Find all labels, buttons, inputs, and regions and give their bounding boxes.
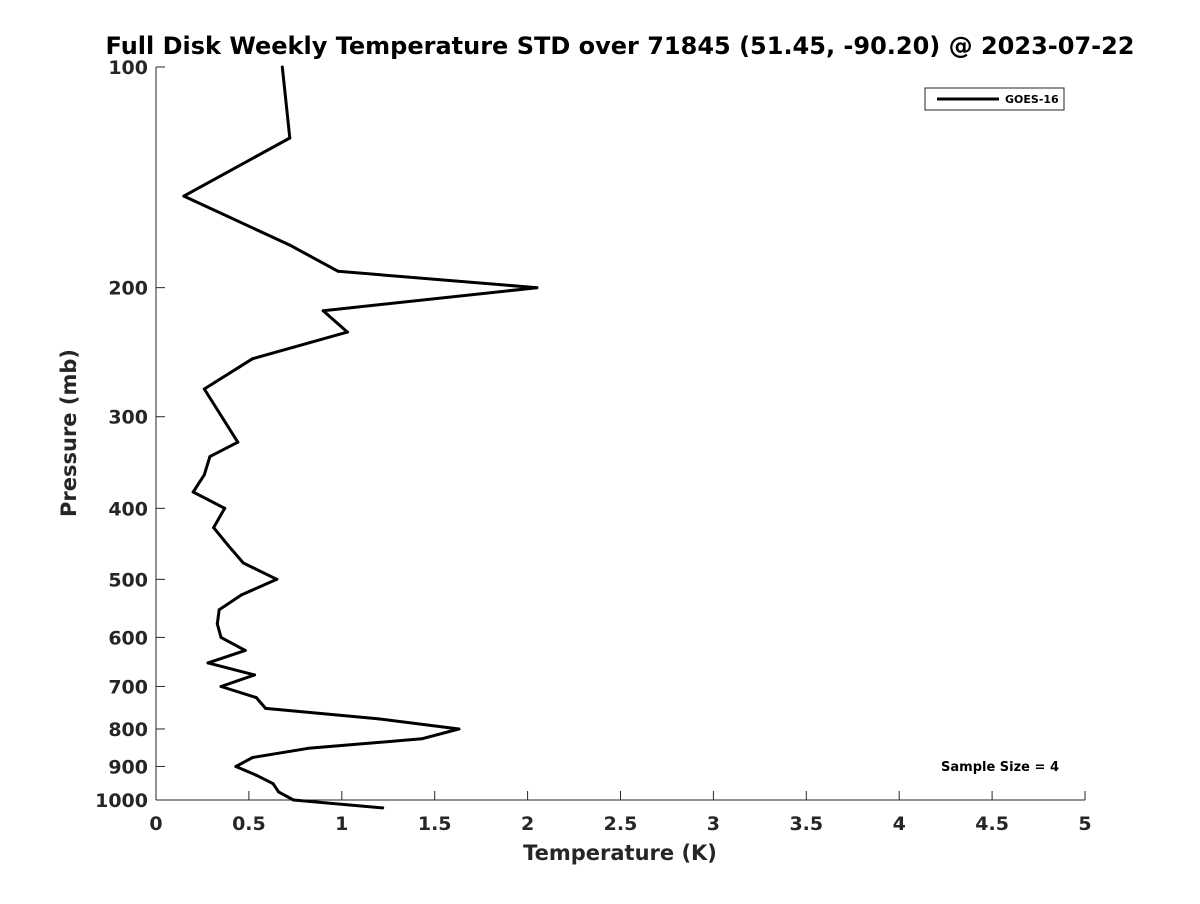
series-layer: [182, 65, 539, 810]
x-tick-label: 2: [521, 813, 534, 835]
data-point: [227, 544, 230, 548]
data-point: [254, 696, 258, 700]
data-point: [208, 455, 212, 459]
data-point: [251, 357, 255, 361]
chart-title: Full Disk Weekly Temperature STD over 71…: [106, 32, 1135, 60]
data-point: [215, 622, 219, 626]
y-tick-label: 100: [108, 57, 148, 79]
data-point: [234, 765, 238, 768]
data-point: [254, 773, 258, 777]
y-tick-label: 400: [108, 498, 148, 520]
y-tick-label: 900: [108, 756, 148, 778]
data-point: [275, 577, 279, 581]
data-point: [236, 440, 240, 444]
x-tick-label: 3.5: [789, 813, 823, 835]
y-tick-label: 300: [108, 407, 148, 429]
x-tick-label: 1: [335, 813, 348, 835]
data-point: [217, 608, 221, 612]
y-tick-label: 500: [108, 569, 148, 591]
data-point: [212, 526, 216, 530]
data-point: [219, 635, 223, 639]
x-ticks: 0 0.5 1 1.5 2 2.5 3 3.5 4 4.5 5: [149, 791, 1092, 835]
data-point: [457, 727, 461, 731]
data-point: [381, 806, 385, 810]
data-point: [243, 648, 247, 652]
data-point: [292, 798, 295, 802]
y-tick-label: 800: [108, 719, 148, 741]
x-tick-label: 3: [707, 813, 720, 835]
data-point: [336, 269, 340, 273]
data-point: [182, 194, 186, 198]
sample-size-annotation: Sample Size = 4: [941, 760, 1059, 775]
x-tick-label: 0.5: [232, 813, 266, 835]
data-point: [280, 65, 284, 69]
x-tick-label: 0: [149, 813, 162, 835]
x-tick-label: 4: [893, 813, 906, 835]
data-point: [223, 506, 227, 510]
data-point: [321, 309, 325, 313]
x-axis-label: Temperature (K): [523, 841, 717, 865]
series-line-goes-16: [182, 66, 539, 810]
y-tick-label: 200: [108, 278, 148, 300]
legend: GOES-16: [924, 87, 1065, 111]
data-point: [240, 593, 243, 597]
data-point: [202, 387, 206, 391]
data-point: [219, 685, 223, 688]
data-point: [191, 490, 195, 494]
data-point: [420, 737, 424, 741]
data-point: [306, 746, 310, 750]
data-point: [277, 790, 281, 794]
legend-label-goes-16: GOES-16: [1005, 93, 1059, 106]
data-point: [535, 286, 539, 290]
data-point: [253, 673, 256, 677]
data-point: [264, 706, 268, 710]
y-tick-label: 600: [108, 627, 148, 649]
data-point: [202, 473, 206, 477]
data-point: [206, 661, 210, 665]
data-point: [377, 717, 381, 721]
y-ticks: 100 200 300 400 500 600 700 800 900 1000: [95, 57, 165, 812]
y-axis-label: Pressure (mb): [57, 349, 81, 517]
y-tick-label: 1000: [95, 790, 148, 812]
x-tick-label: 2.5: [604, 813, 638, 835]
x-tick-label: 5: [1078, 813, 1091, 835]
data-point: [288, 136, 292, 140]
x-tick-label: 1.5: [418, 813, 452, 835]
data-point: [271, 782, 275, 786]
plot-area: [156, 67, 1085, 800]
data-point: [241, 561, 245, 565]
data-point: [345, 330, 349, 334]
y-tick-label: 700: [108, 676, 148, 698]
data-point: [251, 756, 255, 759]
x-tick-label: 4.5: [975, 813, 1009, 835]
data-point: [288, 243, 292, 247]
